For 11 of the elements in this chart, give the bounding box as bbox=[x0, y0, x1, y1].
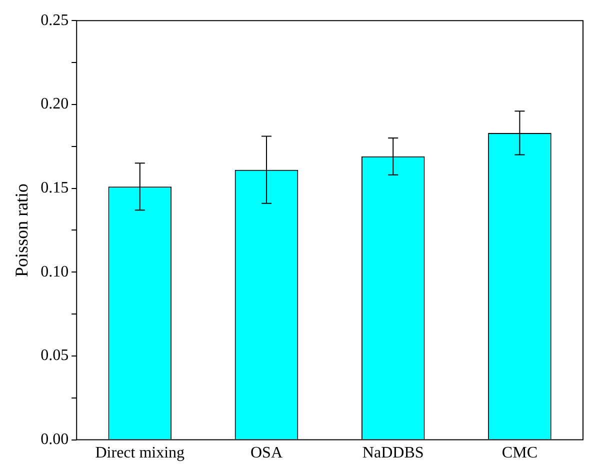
y-tick-label: 0.25 bbox=[40, 12, 69, 29]
y-axis-title: Poisson ratio bbox=[12, 183, 32, 277]
x-tick-label: NaDDBS bbox=[362, 444, 424, 462]
y-tick-label: 0.10 bbox=[40, 263, 69, 280]
x-tick-label: Direct mixing bbox=[95, 444, 185, 462]
text: 0.00 bbox=[40, 431, 69, 448]
y-tick-label: 0.15 bbox=[40, 179, 69, 196]
x-tick-label: OSA bbox=[250, 444, 283, 462]
y-tick-label: 0.05 bbox=[40, 347, 69, 364]
y-tick-label: 0.20 bbox=[40, 96, 69, 113]
x-tick-label: CMC bbox=[502, 444, 538, 462]
